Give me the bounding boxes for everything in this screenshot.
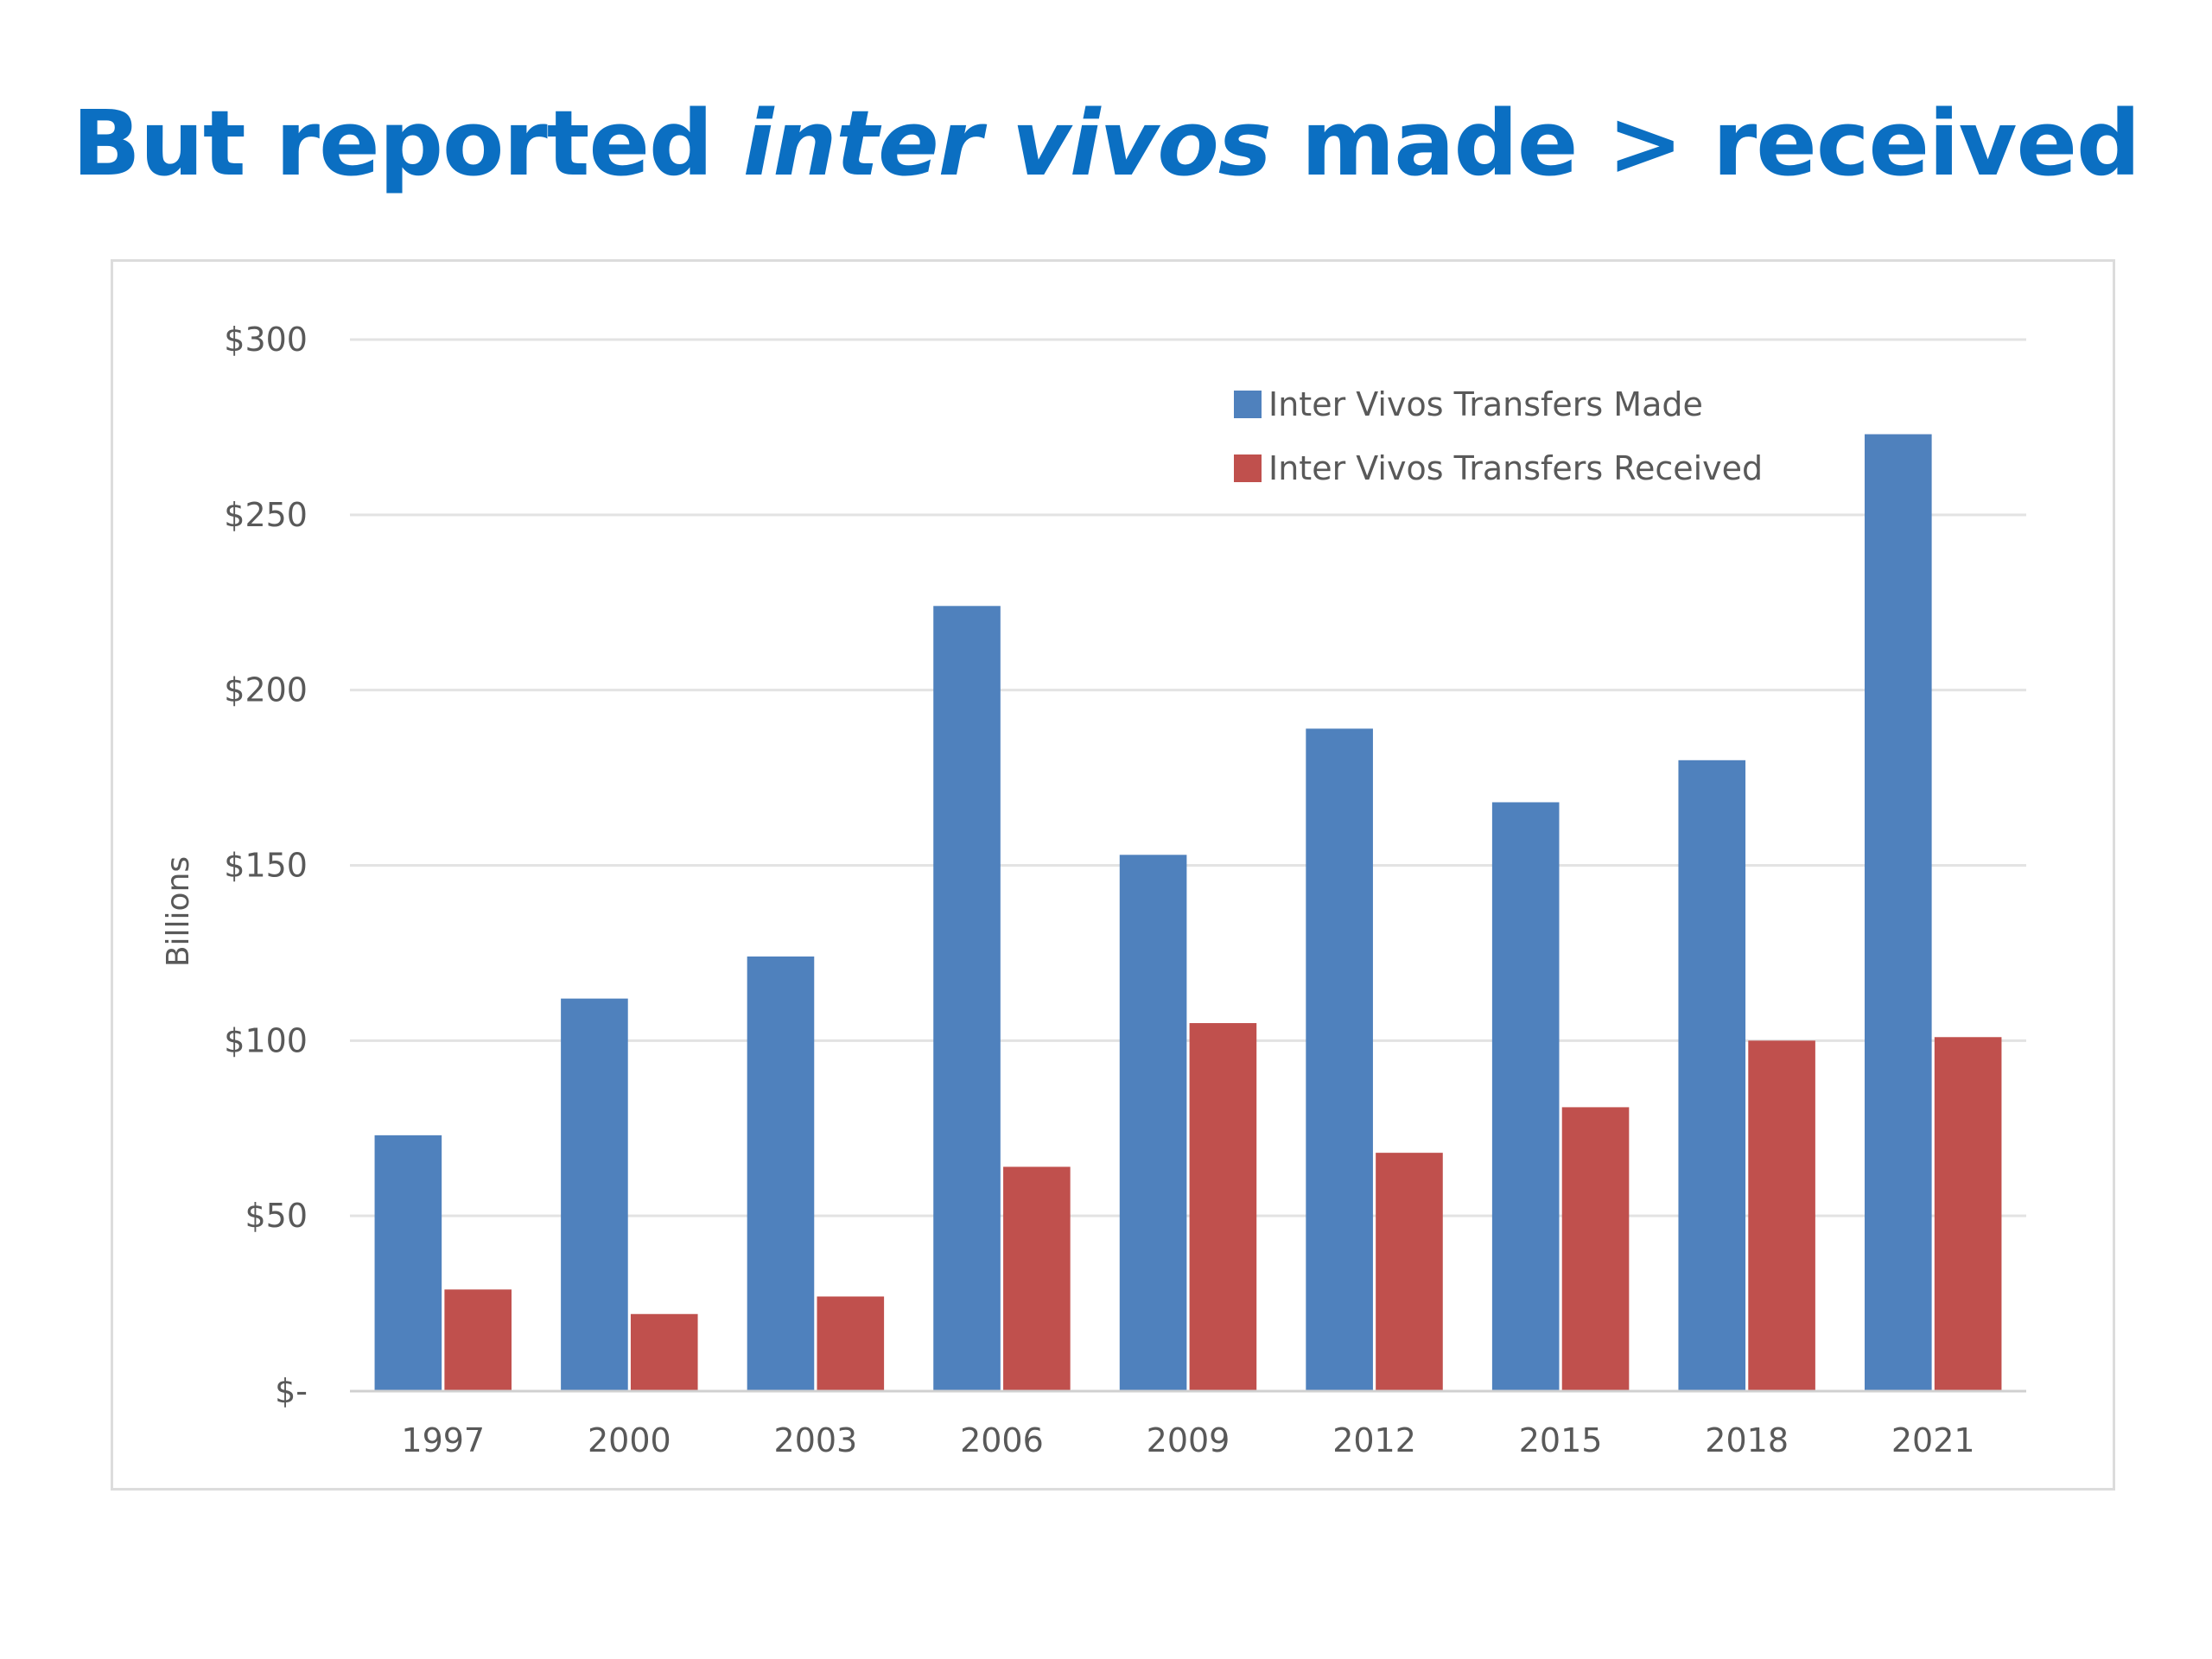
bar-received [1561,1107,1630,1391]
bar-made [1678,760,1746,1391]
y-tick-label: $- [275,1372,308,1410]
bar-received [1376,1153,1443,1391]
gridlines [350,338,2026,1217]
slide-title: But reported inter vivos made > received [0,91,2212,196]
bar-made [747,956,815,1391]
bar-made [1491,802,1560,1391]
x-tick-label: 2000 [588,1421,671,1459]
x-tick-label: 2003 [774,1421,858,1459]
y-tick-label: $300 [224,321,308,359]
y-tick-label: $250 [224,496,308,534]
y-axis-tick-labels: $- $50 $100 $150 $200 $250 $300 [224,321,308,1410]
x-tick-label: 2012 [1332,1421,1416,1459]
y-tick-label: $200 [224,671,308,709]
legend: Inter Vivos Transfers Made Inter Vivos Tr… [1234,385,1763,487]
x-tick-label: 2006 [960,1421,1044,1459]
title-text-post: made > received [1270,91,2141,196]
bar-made [1119,855,1187,1391]
title-text-emphasis: inter vivos [742,91,1272,196]
bar-made [933,606,1001,1391]
y-tick-label: $100 [224,1021,308,1059]
legend-swatch [1234,454,1262,482]
bar-made [1306,728,1373,1391]
bar-received [1189,1023,1257,1391]
bar-received [1003,1166,1071,1391]
bars [374,434,2002,1391]
bar-received [630,1313,698,1391]
x-axis-tick-labels: 1997 2000 2003 2006 2009 2012 2015 2018 2021 [401,1421,1974,1459]
bar-received [817,1296,885,1391]
y-tick-label: $50 [245,1197,308,1235]
bar-made [561,998,628,1391]
bar-made [374,1135,442,1391]
x-tick-label: 2009 [1147,1421,1230,1459]
bar-received [444,1289,512,1391]
x-tick-label: 2021 [1891,1421,1975,1459]
x-tick-label: 1997 [401,1421,485,1459]
legend-label: Inter Vivos Transfers Made [1268,385,1703,423]
legend-swatch [1234,391,1262,418]
y-axis-title: Billions [161,856,196,967]
bar-made [1865,434,1932,1391]
legend-label: Inter Vivos Transfers Received [1268,449,1763,487]
x-tick-label: 2015 [1519,1421,1603,1459]
x-tick-label: 2018 [1705,1421,1789,1459]
title-text-pre: But reported [72,91,743,196]
bar-received [1748,1040,1815,1391]
bar-received [1934,1037,2002,1391]
y-tick-label: $150 [224,847,308,885]
